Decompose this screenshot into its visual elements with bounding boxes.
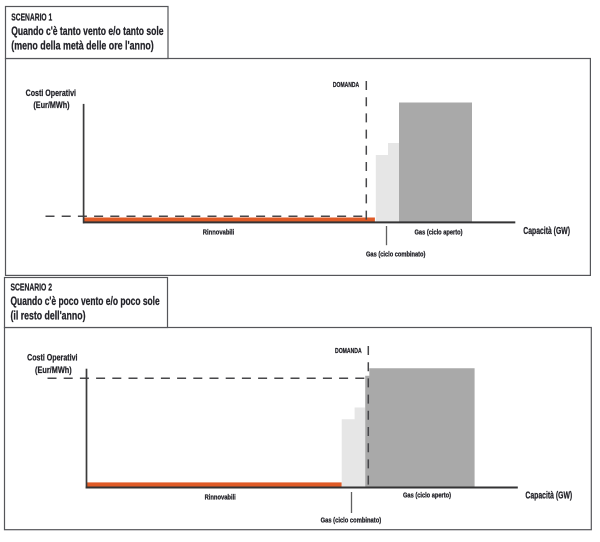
svg-text:Quando c'è poco vento e/o poco: Quando c'è poco vento e/o poco sole bbox=[11, 296, 160, 308]
svg-text:SCENARIO 1: SCENARIO 1 bbox=[11, 12, 52, 23]
svg-text:Capacità (GW): Capacità (GW) bbox=[525, 490, 572, 501]
svg-text:Capacità (GW): Capacità (GW) bbox=[523, 226, 570, 237]
svg-text:(Eur/MWh): (Eur/MWh) bbox=[35, 365, 72, 376]
svg-text:Gas (ciclo aperto): Gas (ciclo aperto) bbox=[403, 491, 451, 500]
svg-text:Quando c'è tanto vento e/o tan: Quando c'è tanto vento e/o tanto sole bbox=[11, 26, 163, 38]
svg-text:Rinnovabili: Rinnovabili bbox=[205, 493, 236, 502]
svg-text:(Eur/MWh): (Eur/MWh) bbox=[33, 100, 69, 111]
svg-text:DOMANDA: DOMANDA bbox=[333, 82, 359, 89]
svg-text:Gas (ciclo combinato): Gas (ciclo combinato) bbox=[321, 515, 382, 524]
svg-text:Gas (ciclo aperto): Gas (ciclo aperto) bbox=[415, 227, 463, 236]
svg-text:Gas (ciclo combinato): Gas (ciclo combinato) bbox=[366, 250, 426, 259]
svg-text:Costi Operativi: Costi Operativi bbox=[26, 88, 76, 99]
svg-text:(meno della metà delle ore l'a: (meno della metà delle ore l'anno) bbox=[11, 41, 154, 53]
svg-text:DOMANDA: DOMANDA bbox=[335, 348, 362, 355]
svg-text:SCENARIO 2: SCENARIO 2 bbox=[11, 282, 53, 293]
svg-text:(il resto dell'anno): (il resto dell'anno) bbox=[11, 311, 86, 323]
svg-text:Rinnovabili: Rinnovabili bbox=[203, 227, 235, 236]
svg-text:Costi Operativi: Costi Operativi bbox=[27, 352, 77, 363]
